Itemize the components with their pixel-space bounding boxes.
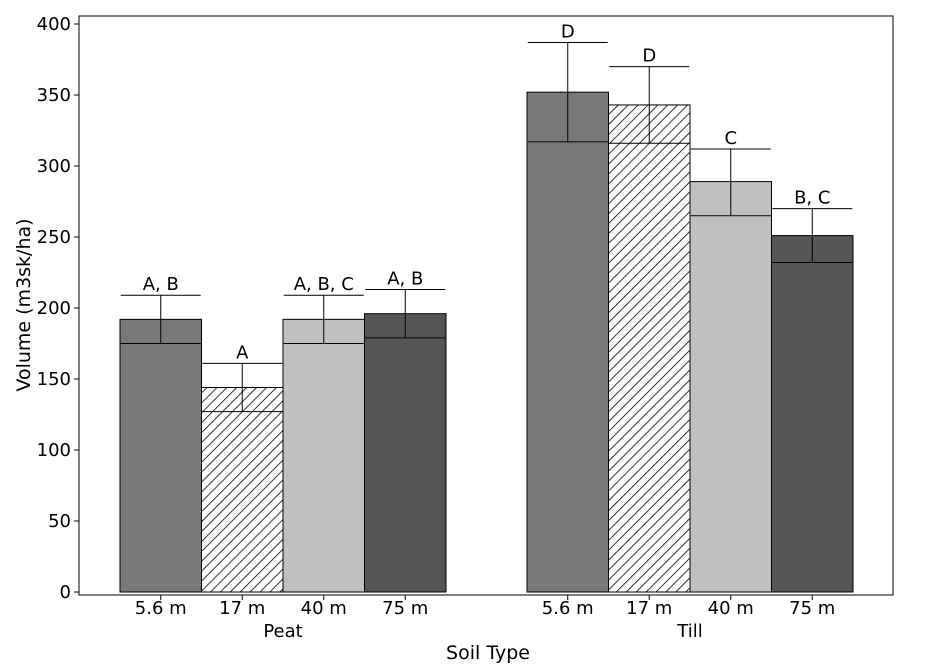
x-tick-label: 5.6 m	[542, 598, 594, 619]
significance-label: D	[642, 46, 656, 67]
y-tick-label: 300	[37, 156, 71, 177]
y-tick-label: 150	[37, 369, 71, 390]
bar	[608, 104, 691, 593]
significance-label: A	[236, 342, 249, 363]
bars: A, B A A, B, C A, B D D C B, C	[119, 21, 854, 593]
bar	[771, 235, 854, 593]
x-tick-label: 40 m	[301, 598, 347, 619]
x-tick-label: 40 m	[708, 598, 754, 619]
significance-label: C	[724, 128, 737, 149]
y-tick-label: 50	[48, 511, 71, 532]
bar	[282, 318, 365, 593]
bar	[364, 313, 447, 593]
y-axis-label: Volume (m3sk/ha)	[13, 218, 35, 391]
significance-label: D	[561, 21, 575, 42]
bar	[689, 181, 772, 593]
significance-label: A, B	[143, 274, 179, 295]
y-tick-label: 0	[60, 582, 71, 603]
group-label: Till	[676, 621, 702, 642]
y-axis: 0 50 100 150 200 250 300 350 400	[37, 14, 79, 603]
group-label: Peat	[263, 621, 302, 642]
x-tick-label: 5.6 m	[135, 598, 187, 619]
x-tick-label: 75 m	[382, 598, 428, 619]
plot-frame	[78, 15, 894, 596]
x-axis-label: Soil Type	[446, 642, 530, 664]
x-tick-label: 75 m	[789, 598, 835, 619]
significance-label: B, C	[794, 188, 830, 209]
bar	[119, 318, 202, 593]
y-tick-label: 100	[37, 440, 71, 461]
significance-label: A, B	[387, 269, 423, 290]
y-tick-label: 350	[37, 85, 71, 106]
bar	[526, 91, 609, 593]
significance-label: A, B, C	[294, 274, 354, 295]
bar	[201, 387, 284, 593]
y-tick-label: 400	[37, 14, 71, 35]
y-tick-label: 200	[37, 298, 71, 319]
x-axis: 5.6 m 17 m 40 m 75 m Peat 5.6 m 17 m 40 m 75 m Ti…	[135, 595, 835, 642]
y-tick-label: 250	[37, 227, 71, 248]
x-tick-label: 17 m	[219, 598, 265, 619]
x-tick-label: 17 m	[626, 598, 672, 619]
